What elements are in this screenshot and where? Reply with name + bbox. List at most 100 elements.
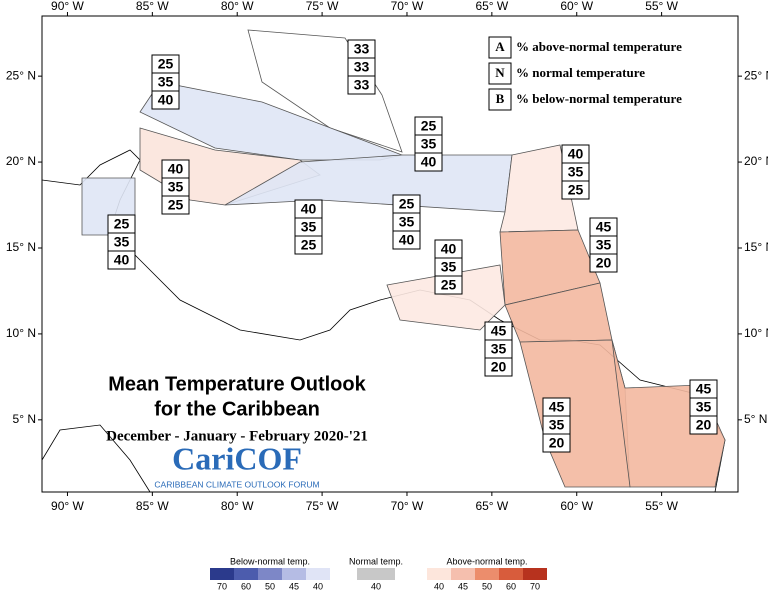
- probability-value: 40: [568, 146, 584, 162]
- scale-swatch: [427, 568, 451, 580]
- probability-value: 35: [568, 164, 584, 180]
- probability-cell: [347, 75, 376, 95]
- x-tick-label: 85° W: [136, 0, 169, 13]
- scale-label: 40: [371, 581, 381, 590]
- probability-value: 45: [596, 219, 612, 235]
- scale-swatch: [357, 568, 395, 580]
- probability-value: 40: [441, 241, 457, 257]
- scale-swatch: [306, 568, 330, 580]
- probability-value: 25: [168, 197, 184, 213]
- probability-value: 25: [301, 237, 317, 253]
- probability-cell: [392, 230, 421, 250]
- y-tick-label: 25° N: [744, 68, 768, 82]
- map-title: for the Caribbean: [154, 398, 320, 420]
- scale-label: 45: [289, 581, 299, 590]
- probability-value: 25: [158, 56, 174, 72]
- scale-swatch: [210, 568, 234, 580]
- probability-cell: [561, 180, 590, 200]
- key-text: % below-normal temperature: [516, 91, 682, 106]
- scale-label: 50: [265, 581, 275, 590]
- probability-cell: [294, 235, 323, 255]
- probability-cell: [107, 250, 136, 270]
- probability-cell: [151, 90, 180, 110]
- logo: CariCOF: [172, 440, 302, 476]
- probability-value: 35: [549, 417, 565, 433]
- x-tick-label: 70° W: [391, 0, 424, 13]
- probability-value: 20: [549, 435, 565, 451]
- scale-label: 40: [313, 581, 323, 590]
- forecast-region: [611, 339, 726, 488]
- x-tick-label: 65° W: [475, 0, 508, 13]
- x-tick-label: 85° W: [136, 499, 169, 513]
- probability-value: 25: [399, 196, 415, 212]
- probability-value: 40: [301, 201, 317, 217]
- probability-value: 35: [441, 259, 457, 275]
- probability-value: 45: [549, 399, 565, 415]
- key-letter: N: [495, 65, 505, 80]
- scale-swatch: [523, 568, 547, 580]
- x-tick-label: 60° W: [560, 0, 593, 13]
- x-tick-label: 75° W: [306, 0, 339, 13]
- x-tick-label: 55° W: [645, 0, 678, 13]
- scale-label: 45: [458, 581, 468, 590]
- x-tick-label: 65° W: [475, 499, 508, 513]
- probability-value: 33: [354, 77, 370, 93]
- probability-value: 40: [114, 252, 130, 268]
- probability-cell: [161, 195, 190, 215]
- probability-value: 35: [696, 399, 712, 415]
- key-letter-box: [488, 88, 512, 111]
- key-letter: B: [496, 91, 505, 106]
- scale-title: Above-normal temp.: [446, 556, 527, 566]
- x-tick-label: 70° W: [391, 499, 424, 513]
- y-tick-label: 20° N: [6, 154, 36, 168]
- scale-label: 70: [530, 581, 540, 590]
- probability-value: 25: [114, 216, 130, 232]
- scale-swatch: [234, 568, 258, 580]
- probability-cell: [434, 275, 463, 295]
- probability-value: 45: [491, 323, 507, 339]
- probability-value: 35: [158, 74, 174, 90]
- map-subtitle: December - January - February 2020-'21: [106, 428, 368, 444]
- x-tick-label: 60° W: [560, 499, 593, 513]
- scale-swatch: [258, 568, 282, 580]
- scale-label: 60: [241, 581, 251, 590]
- x-tick-label: 80° W: [221, 499, 254, 513]
- probability-value: 33: [354, 41, 370, 57]
- probability-value: 35: [421, 136, 437, 152]
- y-tick-label: 5° N: [744, 412, 767, 426]
- probability-value: 25: [421, 118, 437, 134]
- probability-value: 35: [114, 234, 130, 250]
- probability-value: 35: [596, 237, 612, 253]
- logo-tagline: CARIBBEAN CLIMATE OUTLOOK FORUM: [154, 479, 319, 489]
- scale-swatch: [451, 568, 475, 580]
- scale-label: 40: [434, 581, 444, 590]
- probability-value: 20: [696, 417, 712, 433]
- scale-swatch: [499, 568, 523, 580]
- y-tick-label: 10° N: [744, 326, 768, 340]
- scale-swatch: [282, 568, 306, 580]
- scale-swatch: [475, 568, 499, 580]
- x-tick-label: 80° W: [221, 0, 254, 13]
- probability-value: 45: [696, 381, 712, 397]
- scale-label: 60: [506, 581, 516, 590]
- probability-cell: [484, 357, 513, 377]
- x-tick-label: 55° W: [645, 499, 678, 513]
- probability-value: 40: [421, 154, 437, 170]
- scale-title: Normal temp.: [349, 556, 403, 566]
- probability-value: 35: [399, 214, 415, 230]
- key-letter-box: [488, 36, 512, 59]
- probability-value: 35: [301, 219, 317, 235]
- x-tick-label: 90° W: [51, 499, 84, 513]
- y-tick-label: 15° N: [6, 240, 36, 254]
- key-letter: A: [495, 39, 505, 54]
- x-tick-label: 75° W: [306, 499, 339, 513]
- y-tick-label: 25° N: [6, 68, 36, 82]
- forecast-region: [386, 264, 506, 331]
- probability-value: 25: [441, 277, 457, 293]
- probability-value: 35: [491, 341, 507, 357]
- probability-cell: [689, 415, 718, 435]
- scale-label: 70: [217, 581, 227, 590]
- key-letter-box: [488, 62, 512, 85]
- key-text: % normal temperature: [516, 65, 645, 80]
